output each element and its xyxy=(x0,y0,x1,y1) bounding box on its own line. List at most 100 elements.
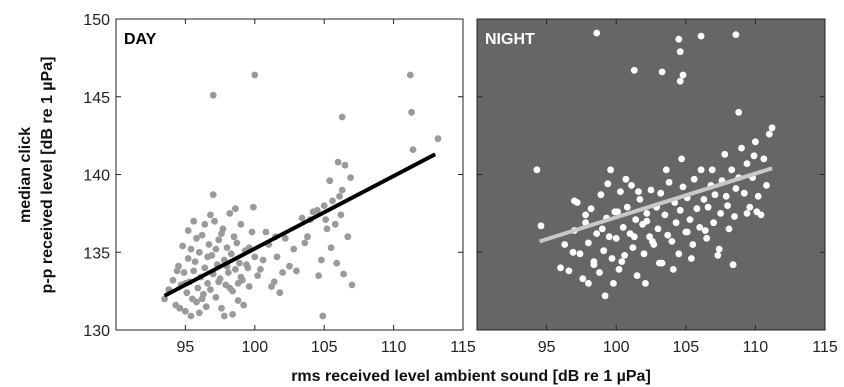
data-point xyxy=(207,286,214,293)
data-point xyxy=(612,234,620,242)
x-tick-label: 100 xyxy=(603,339,630,356)
data-point xyxy=(322,216,329,224)
data-point xyxy=(276,289,284,297)
data-point xyxy=(211,217,218,225)
data-point xyxy=(406,71,414,79)
data-point xyxy=(347,174,354,182)
data-point xyxy=(201,264,209,272)
data-point xyxy=(700,196,708,203)
data-point xyxy=(598,225,606,233)
data-point xyxy=(195,248,203,256)
data-point xyxy=(226,210,234,217)
data-point xyxy=(533,166,541,174)
panel-title: DAY xyxy=(124,31,157,48)
data-point xyxy=(408,108,415,116)
x-tick-label: 115 xyxy=(812,339,838,356)
data-point xyxy=(596,269,603,276)
data-point xyxy=(193,234,200,242)
x-tick-label: 110 xyxy=(743,339,769,356)
data-point xyxy=(180,269,188,276)
data-point xyxy=(254,272,261,279)
data-point xyxy=(176,304,184,312)
data-point xyxy=(212,245,220,253)
data-point xyxy=(708,166,716,174)
data-point xyxy=(225,269,232,276)
data-point xyxy=(750,152,758,160)
data-point xyxy=(704,203,712,211)
data-point xyxy=(198,231,206,239)
data-point xyxy=(251,71,259,79)
data-point xyxy=(331,220,339,228)
data-point xyxy=(678,155,685,163)
data-point xyxy=(690,175,698,183)
data-point xyxy=(313,206,321,214)
data-point xyxy=(689,241,697,248)
data-point xyxy=(341,161,349,169)
data-point xyxy=(679,71,687,79)
data-point xyxy=(537,222,545,230)
data-point xyxy=(298,214,306,222)
data-point xyxy=(601,292,609,300)
data-point xyxy=(169,276,177,284)
data-point xyxy=(617,188,624,196)
data-point xyxy=(230,233,238,241)
x-tick-label: 100 xyxy=(241,339,268,356)
data-point xyxy=(212,293,220,301)
data-point xyxy=(243,261,250,269)
data-point xyxy=(262,228,270,236)
data-point xyxy=(604,180,612,188)
data-point xyxy=(732,185,740,192)
data-point xyxy=(664,231,672,239)
y-tick-label: 145 xyxy=(83,90,110,107)
night-panel: 95 100 105 110 115 NIGHT xyxy=(476,18,838,356)
data-point xyxy=(585,239,592,247)
data-point xyxy=(232,205,239,213)
data-point xyxy=(182,307,189,315)
data-point xyxy=(215,278,223,286)
data-point xyxy=(717,210,724,217)
data-point xyxy=(738,144,745,152)
data-point xyxy=(237,273,245,281)
data-point xyxy=(220,312,228,320)
data-point xyxy=(234,280,242,287)
data-point xyxy=(665,178,673,186)
data-point xyxy=(672,219,680,227)
data-point xyxy=(658,68,666,76)
fit-line xyxy=(163,152,437,298)
data-point xyxy=(251,253,259,261)
x-tick-label: 95 xyxy=(177,339,195,356)
y-tick-label: 135 xyxy=(83,245,110,262)
data-point xyxy=(585,280,592,287)
data-point xyxy=(643,217,651,225)
x-tick-label: 95 xyxy=(538,339,556,356)
data-point xyxy=(334,158,342,166)
fit-line xyxy=(539,166,773,244)
data-point xyxy=(621,252,628,259)
data-point xyxy=(715,245,723,253)
data-point xyxy=(195,309,203,317)
data-point xyxy=(740,189,748,197)
data-point xyxy=(725,225,733,233)
data-point xyxy=(676,77,684,85)
data-point xyxy=(227,250,235,258)
data-point xyxy=(336,192,343,200)
data-point xyxy=(619,224,627,231)
data-point xyxy=(161,295,169,303)
data-point xyxy=(179,242,187,250)
data-point xyxy=(635,188,642,196)
data-point xyxy=(301,239,309,247)
data-point xyxy=(732,31,740,38)
data-point xyxy=(576,250,584,258)
data-point xyxy=(569,248,577,256)
data-point xyxy=(333,259,341,267)
data-point xyxy=(693,205,701,213)
data-point xyxy=(248,228,256,236)
data-point xyxy=(768,124,776,132)
data-point xyxy=(654,225,662,233)
x-tick-label: 105 xyxy=(672,339,699,356)
data-point xyxy=(344,233,352,241)
day-panel: 95 100 105 110 115 130 135 140 145 150 DAY xyxy=(83,12,476,356)
data-point xyxy=(218,230,225,238)
data-point xyxy=(209,191,217,199)
plot-background xyxy=(477,19,825,330)
